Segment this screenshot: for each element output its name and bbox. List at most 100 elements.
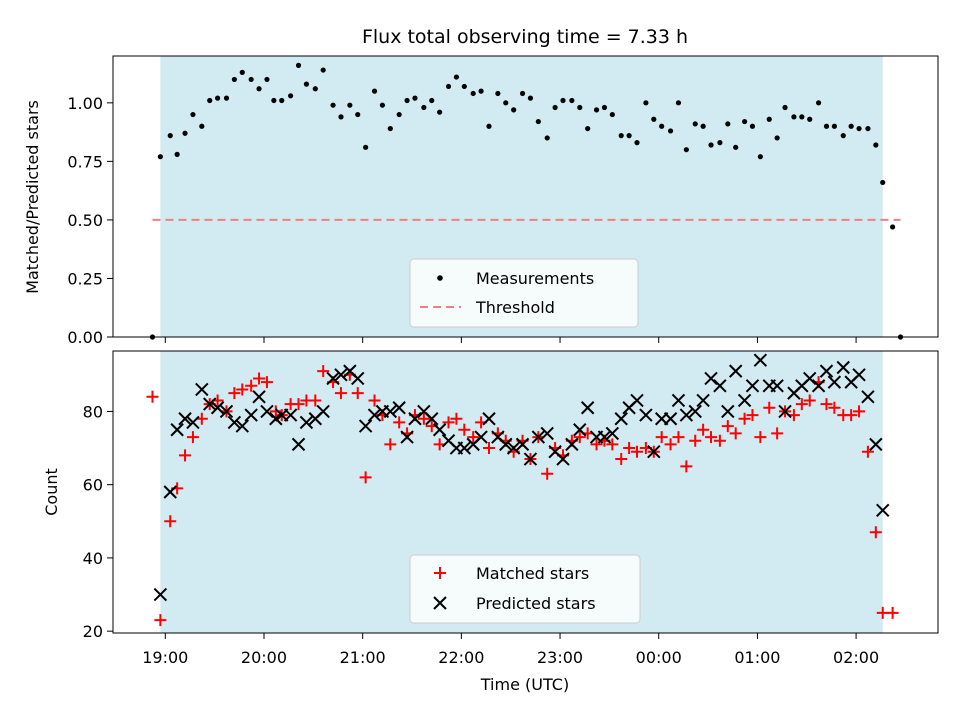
legend-predicted: Predicted stars — [476, 594, 596, 613]
measurement-point — [890, 224, 896, 230]
predicted-star-point — [745, 379, 760, 393]
matched-star-point — [417, 412, 430, 425]
matched-star-point — [442, 416, 455, 429]
predicted-star-point — [704, 371, 718, 386]
measurement-point — [248, 76, 254, 83]
matched-star-point — [393, 416, 406, 429]
predicted-star-point — [203, 397, 217, 411]
predicted-star-point — [861, 390, 875, 404]
measurement-point — [190, 111, 196, 118]
predicted-star-point — [334, 368, 348, 382]
matched-star-point — [573, 431, 586, 444]
measurement-point — [774, 135, 780, 141]
measurement-point — [223, 95, 230, 101]
matched-star-point — [236, 383, 249, 396]
matched-star-point — [450, 412, 463, 425]
predicted-star-point — [671, 393, 686, 408]
matched-star-point — [869, 526, 882, 539]
predicted-star-point — [269, 412, 283, 426]
measurement-point — [519, 90, 526, 97]
bottom-y-axis-label: Count — [42, 468, 61, 516]
legend-matched: Matched stars — [476, 564, 589, 583]
matched-star-point — [763, 401, 776, 414]
measurement-point — [831, 123, 837, 129]
measurement-point — [453, 74, 460, 80]
predicted-star-point — [556, 452, 570, 466]
top-legend-box — [409, 258, 639, 328]
predicted-star-point — [679, 408, 694, 422]
x-tick-label: 20:00 — [241, 648, 287, 667]
predicted-star-point — [803, 371, 817, 386]
measurement-point — [295, 62, 302, 68]
measurement-point — [865, 125, 871, 132]
measurement-point — [320, 67, 326, 73]
predicted-star-point — [580, 401, 595, 415]
matched-star-point — [697, 423, 710, 436]
matched-star-point — [738, 412, 751, 425]
bottom-panel: 20 40 60 80 19:00 20:00 21:00 22:00 23:00 00:00 0… — [42, 350, 939, 694]
measurement-point — [461, 83, 467, 90]
measurement-point — [741, 118, 748, 125]
predicted-star-point — [195, 382, 209, 397]
measurement-point — [823, 123, 830, 129]
predicted-star-point — [696, 393, 710, 408]
measurement-point — [495, 90, 501, 97]
measurement-point — [626, 133, 632, 139]
matched-star-point — [351, 387, 364, 400]
predicted-star-point — [852, 368, 866, 382]
predicted-star-point — [836, 360, 850, 375]
predicted-star-point — [210, 401, 225, 415]
predicted-star-point — [367, 408, 382, 422]
matched-star-point — [228, 387, 241, 400]
measurement-point — [157, 154, 163, 160]
predicted-star-point — [523, 452, 538, 466]
predicted-star-point — [260, 404, 274, 419]
predicted-star-point — [252, 390, 266, 404]
measurement-point — [167, 133, 173, 139]
predicted-star-point — [565, 437, 579, 452]
predicted-star-point — [614, 412, 628, 426]
measurement-point — [239, 69, 245, 75]
predicted-star-point — [663, 412, 678, 426]
measurement-point — [700, 123, 706, 129]
matched-star-point — [245, 379, 258, 392]
matched-star-point — [803, 394, 816, 407]
measurement-point — [683, 147, 689, 153]
legend-matched-marker — [434, 567, 446, 579]
predicted-star-point — [827, 375, 842, 389]
matched-star-point — [771, 427, 784, 440]
measurement-point — [725, 121, 731, 127]
matched-star-point — [467, 431, 480, 444]
predicted-star-point — [244, 408, 258, 422]
measurement-point — [338, 114, 344, 120]
predicted-star-point — [639, 408, 653, 422]
predicted-star-point — [721, 404, 735, 419]
measurement-point — [421, 104, 427, 111]
measurement-point — [708, 142, 714, 148]
measurement-point — [412, 95, 418, 101]
measurement-point — [799, 114, 805, 120]
measurement-point — [807, 116, 813, 122]
matched-star-point — [253, 372, 266, 385]
x-tick-label: 21:00 — [340, 648, 386, 667]
predicted-star-point — [400, 430, 414, 444]
predicted-star-point — [326, 371, 340, 386]
x-tick-label: 22:00 — [438, 648, 484, 667]
matched-star-point — [458, 423, 471, 436]
measurement-point — [667, 128, 674, 134]
top-y-axis-label: Matched/Predicted stars — [23, 100, 42, 294]
x-tick-label: 23:00 — [537, 648, 583, 667]
chart-title: Flux total observing time = 7.33 h — [362, 26, 688, 48]
predicted-star-point — [770, 379, 784, 393]
top-x-ticks — [164, 337, 857, 343]
predicted-star-point — [432, 423, 447, 437]
measurement-point — [585, 125, 591, 132]
predicted-star-point — [351, 371, 365, 386]
bottom-legend: Matched stars Predicted stars — [409, 554, 641, 624]
legend-predicted-marker — [433, 596, 447, 610]
matched-star-point — [317, 365, 330, 378]
predicted-star-point — [506, 441, 521, 455]
measurement-point — [577, 104, 583, 111]
top-legend: Measurements Threshold — [409, 258, 639, 328]
